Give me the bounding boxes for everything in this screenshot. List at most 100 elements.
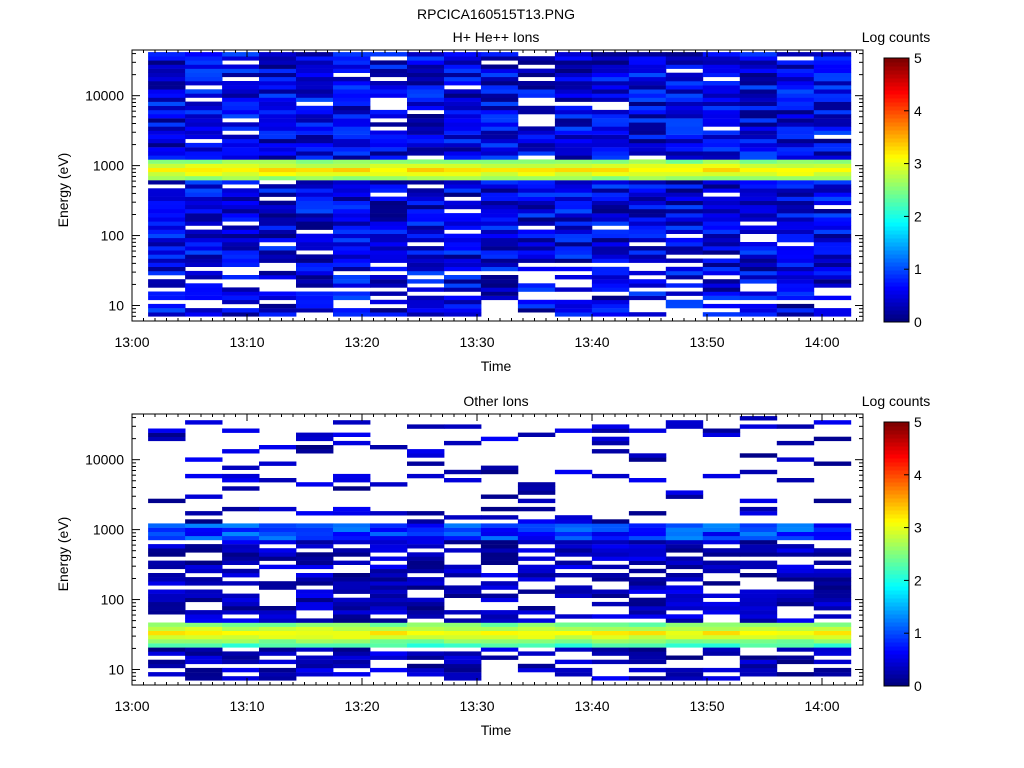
heatmap-cell: [185, 659, 223, 665]
heatmap-cell: [148, 250, 186, 255]
heatmap-cell: [148, 233, 186, 239]
heatmap-cell: [739, 134, 778, 140]
heatmap-cell: [407, 114, 445, 119]
heatmap-cell: [517, 229, 556, 234]
heatmap-cell: [333, 85, 371, 90]
heatmap-cell: [259, 610, 297, 615]
heatmap-cell: [554, 312, 593, 317]
heatmap-cell: [591, 527, 630, 532]
colorbar-segment: [884, 66, 909, 71]
heatmap-cell: [333, 634, 371, 640]
heatmap-cell: [628, 639, 667, 644]
heatmap-cell: [480, 56, 519, 61]
heatmap-cell: [222, 291, 260, 296]
heatmap-cell: [776, 134, 815, 140]
heatmap-cell: [776, 634, 815, 640]
heatmap-cell: [739, 118, 778, 123]
heatmap-cell: [148, 552, 186, 557]
heatmap-cell: [259, 254, 297, 259]
heatmap-cell: [222, 167, 260, 173]
heatmap-cell: [370, 217, 408, 222]
heatmap-cell: [407, 192, 445, 197]
heatmap-cell: [185, 192, 223, 197]
heatmap-cell: [591, 676, 630, 681]
heatmap-cell: [480, 64, 519, 69]
colorbar-segment: [884, 206, 909, 211]
heatmap-cell: [333, 506, 371, 512]
heatmap-cell: [813, 101, 852, 106]
heatmap-cell: [296, 138, 334, 144]
heatmap-cell: [296, 593, 334, 598]
heatmap-cell: [702, 473, 741, 479]
colorbar: [884, 422, 909, 687]
heatmap-cell: [480, 275, 519, 280]
heatmap-cell: [444, 589, 482, 594]
heatmap-cell: [776, 279, 815, 284]
heatmap-cell: [702, 213, 741, 218]
heatmap-cell: [554, 171, 593, 177]
heatmap-cell: [370, 122, 408, 127]
heatmap-cell: [517, 81, 556, 86]
heatmap-cell: [739, 138, 778, 144]
heatmap-cell: [296, 163, 334, 168]
heatmap-cell: [776, 258, 815, 263]
heatmap-cell: [517, 523, 556, 528]
heatmap-cell: [554, 229, 593, 234]
heatmap-cell: [813, 626, 852, 631]
heatmap-cell: [665, 217, 704, 222]
heatmap-cell: [480, 539, 519, 545]
heatmap-cell: [628, 213, 667, 218]
colorbar-segment: [884, 466, 909, 471]
heatmap-cell: [739, 225, 778, 230]
heatmap-cell: [222, 155, 260, 160]
heatmap-cell: [444, 188, 482, 193]
heatmap-cell: [407, 122, 445, 127]
colorbar-segment: [884, 266, 909, 271]
heatmap-cell: [148, 527, 186, 532]
heatmap-cell: [444, 312, 482, 317]
heatmap-cell: [739, 531, 778, 537]
heatmap-cell: [554, 163, 593, 168]
heatmap-cell: [222, 89, 260, 94]
heatmap-cell: [628, 76, 667, 82]
heatmap-cell: [665, 560, 704, 565]
colorbar-segment: [884, 146, 909, 151]
heatmap-cell: [370, 610, 408, 615]
y-tick-label: 10000: [85, 88, 124, 104]
heatmap-cell: [370, 639, 408, 644]
heatmap-cell: [739, 630, 778, 636]
heatmap-cell: [813, 217, 852, 222]
colorbar-tick-label: 3: [914, 156, 922, 172]
heatmap-cell: [554, 217, 593, 222]
heatmap-cell: [591, 246, 630, 251]
heatmap-cell: [776, 295, 815, 301]
heatmap-cell: [554, 147, 593, 152]
heatmap-cell: [222, 535, 260, 541]
heatmap-cell: [185, 180, 223, 185]
heatmap-cell: [148, 209, 186, 214]
y-tick-label: 100: [101, 228, 125, 244]
heatmap-cell: [776, 262, 815, 267]
heatmap-cell: [444, 287, 482, 292]
heatmap-cell: [222, 138, 260, 144]
heatmap-cell: [554, 109, 593, 115]
heatmap-cell: [628, 643, 667, 648]
heatmap-cell: [444, 610, 482, 615]
heatmap-cell: [185, 56, 223, 61]
colorbar-segment: [884, 674, 909, 679]
heatmap-cell: [554, 56, 593, 61]
heatmap-cell: [333, 105, 371, 111]
x-tick-label: 13:30: [459, 698, 494, 714]
heatmap-cell: [776, 93, 815, 98]
heatmap-cell: [517, 610, 556, 615]
heatmap-cell: [296, 544, 334, 549]
heatmap-cell: [185, 630, 223, 636]
heatmap-cell: [370, 93, 408, 98]
heatmap-cell: [185, 494, 223, 499]
heatmap-cell: [628, 647, 667, 652]
heatmap-cell: [776, 639, 815, 644]
heatmap-cell: [665, 585, 704, 590]
heatmap-cell: [517, 634, 556, 640]
heatmap-cell: [554, 237, 593, 243]
heatmap-cell: [739, 606, 778, 611]
